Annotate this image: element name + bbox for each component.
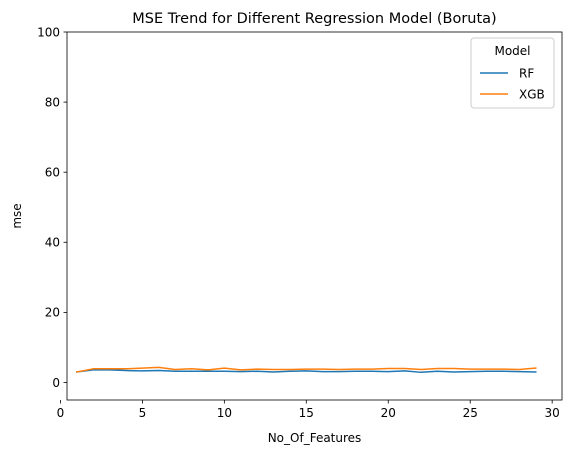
y-tick-label: 0 xyxy=(52,376,60,390)
y-tick-label: 20 xyxy=(45,306,60,320)
series-line-rf xyxy=(75,369,537,374)
legend-title: Model xyxy=(494,44,530,58)
legend: Model RF XGB xyxy=(470,37,555,109)
x-tick-label: 5 xyxy=(139,406,147,420)
x-tick-label: 0 xyxy=(57,406,65,420)
plot-area: 0 5 10 15 20 25 30 0 20 40 60 80 100 xyxy=(37,25,563,420)
x-tick-label: 30 xyxy=(545,406,560,420)
legend-label-xgb: XGB xyxy=(519,87,545,101)
y-tick-label: 40 xyxy=(45,236,60,250)
x-tick-label: 20 xyxy=(381,406,396,420)
x-tick-label: 15 xyxy=(299,406,314,420)
legend-box xyxy=(470,37,555,109)
legend-label-rf: RF xyxy=(519,66,534,80)
series-line-xgb xyxy=(75,366,537,373)
plot-frame xyxy=(66,31,563,401)
chart-title: MSE Trend for Different Regression Model… xyxy=(132,11,496,27)
x-tick-label: 10 xyxy=(217,406,232,420)
y-tick-label: 60 xyxy=(45,165,60,179)
y-axis-title: mse xyxy=(10,203,24,228)
y-tick-label: 80 xyxy=(45,95,60,109)
x-axis-title: No_Of_Features xyxy=(268,431,362,445)
x-tick-label: 25 xyxy=(463,406,478,420)
y-tick-label: 100 xyxy=(37,25,60,39)
